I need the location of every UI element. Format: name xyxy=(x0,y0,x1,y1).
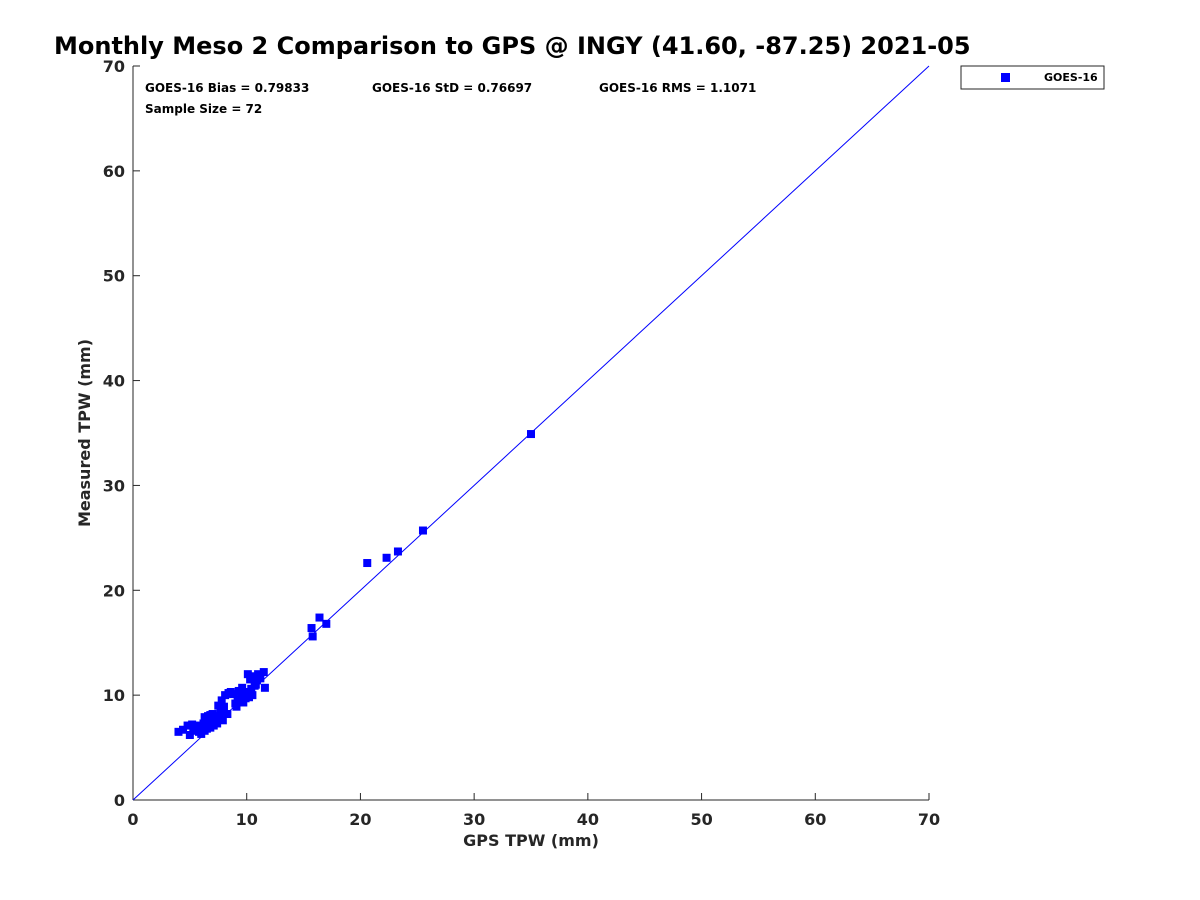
data-point xyxy=(242,687,251,696)
data-point xyxy=(183,721,192,730)
y-tick-label: 30 xyxy=(103,476,125,495)
data-point xyxy=(202,724,211,733)
x-tick-label: 70 xyxy=(918,810,940,829)
data-point xyxy=(256,674,265,683)
data-point xyxy=(218,716,227,725)
data-point xyxy=(200,713,209,722)
data-point xyxy=(250,681,259,690)
plot-area: 0 10 20 30 40 50 60 70 0 10 20 30 40 50 60 70 xyxy=(103,57,940,829)
data-point xyxy=(254,670,263,679)
data-point xyxy=(527,430,535,439)
data-point xyxy=(248,691,257,700)
data-point xyxy=(307,624,316,633)
x-tick-label: 50 xyxy=(690,810,712,829)
data-point xyxy=(315,613,324,622)
data-point xyxy=(249,672,258,681)
data-point xyxy=(217,696,226,705)
x-tick-label: 0 xyxy=(127,810,138,829)
data-point xyxy=(322,619,331,628)
data-point xyxy=(179,725,188,734)
legend-box xyxy=(960,65,1105,90)
data-point xyxy=(223,710,232,719)
data-point xyxy=(206,711,215,720)
legend-entry-goes-16: GOES-16 xyxy=(1044,71,1098,84)
y-tick-label: 10 xyxy=(103,686,125,705)
x-tick-label: 30 xyxy=(463,810,485,829)
y-tick-label: 0 xyxy=(114,791,125,810)
data-point xyxy=(238,683,247,692)
y-tick-label: 40 xyxy=(103,372,125,391)
x-tick-label: 40 xyxy=(577,810,599,829)
y-tick-label: 20 xyxy=(103,581,125,600)
data-point xyxy=(174,727,183,736)
bias-stat: GOES-16 Bias = 0.79833 xyxy=(145,81,309,95)
y-axis-label: Measured TPW (mm) xyxy=(75,339,94,527)
data-point xyxy=(229,690,238,699)
data-point xyxy=(208,720,217,729)
data-point xyxy=(308,632,317,641)
data-point xyxy=(189,726,198,735)
y-tick-label: 60 xyxy=(103,162,125,181)
data-point xyxy=(219,702,228,711)
chart-title: Monthly Meso 2 Comparison to GPS @ INGY … xyxy=(54,32,971,60)
x-axis-ticks: 0 10 20 30 40 50 60 70 xyxy=(127,793,940,829)
data-point xyxy=(188,720,197,729)
data-point xyxy=(418,526,427,535)
data-point xyxy=(224,689,233,698)
data-point xyxy=(393,547,402,556)
data-point xyxy=(237,691,246,700)
y-axis-ticks: 0 10 20 30 40 50 60 70 xyxy=(103,57,140,810)
data-point xyxy=(363,559,372,568)
data-point xyxy=(239,698,248,707)
x-tick-label: 10 xyxy=(236,810,258,829)
y-tick-label: 70 xyxy=(103,57,125,76)
data-point xyxy=(260,683,269,692)
data-point xyxy=(243,670,252,679)
y-tick-label: 50 xyxy=(103,267,125,286)
data-point xyxy=(233,695,242,704)
data-point xyxy=(185,730,194,739)
x-tick-label: 60 xyxy=(804,810,826,829)
sample-size-stat: Sample Size = 72 xyxy=(145,102,262,116)
std-stat: GOES-16 StD = 0.76697 xyxy=(372,81,532,95)
data-point xyxy=(210,713,219,722)
data-point xyxy=(232,702,241,711)
data-point xyxy=(382,553,391,562)
data-point xyxy=(216,707,225,716)
rms-stat: GOES-16 RMS = 1.1071 xyxy=(599,81,756,95)
data-point xyxy=(213,719,222,728)
x-tick-label: 20 xyxy=(349,810,371,829)
data-point xyxy=(214,701,223,710)
data-points xyxy=(174,430,535,739)
legend: GOES-16 xyxy=(960,65,1105,90)
data-point xyxy=(259,668,268,677)
legend-marker-square xyxy=(1001,73,1010,82)
x-axis-label: GPS TPW (mm) xyxy=(463,831,599,850)
